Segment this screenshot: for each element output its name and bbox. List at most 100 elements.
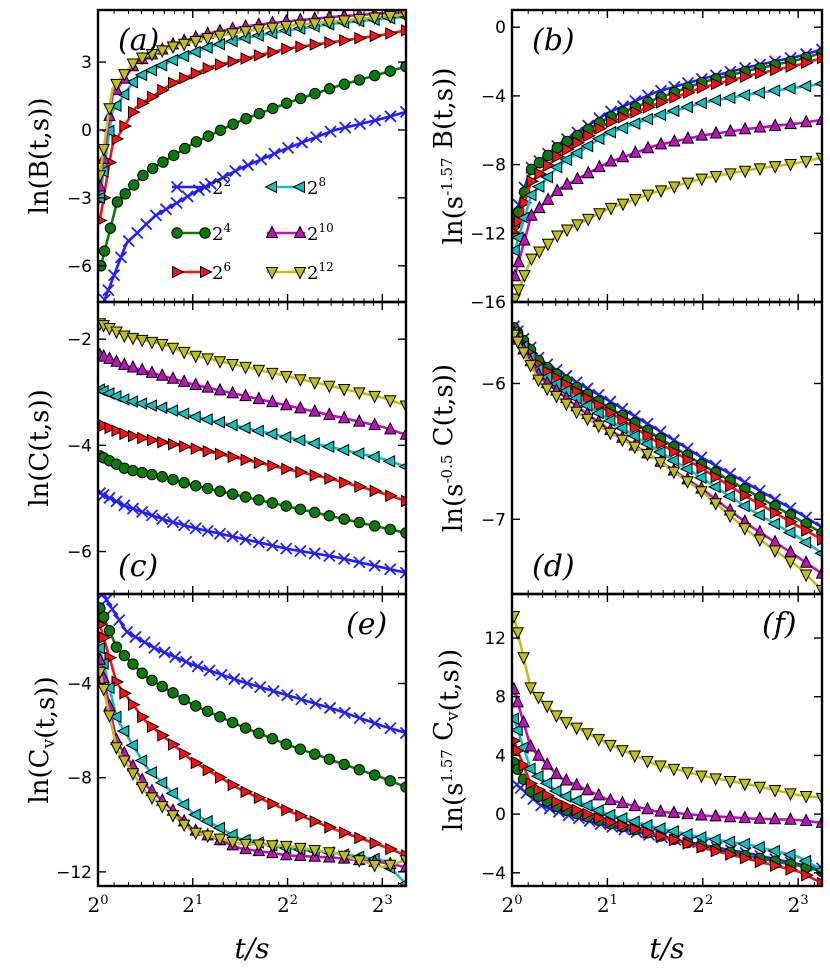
data-point	[641, 448, 654, 462]
data-point	[383, 421, 397, 435]
series-2-10	[512, 112, 822, 282]
series-2-6	[98, 419, 406, 508]
data-point	[337, 384, 351, 397]
data-point	[254, 680, 267, 694]
series-line	[513, 51, 822, 226]
plot-area-f	[512, 611, 822, 886]
data-point	[280, 500, 292, 512]
legend-marker	[199, 227, 211, 239]
data-point	[239, 533, 252, 546]
data-point	[145, 336, 159, 350]
data-point	[339, 121, 352, 134]
data-point	[266, 367, 279, 381]
data-point	[784, 788, 797, 801]
data-point	[214, 447, 228, 461]
data-point	[214, 485, 226, 497]
data-point	[118, 69, 131, 82]
x-tick-label: 21	[182, 893, 203, 917]
data-point	[252, 24, 266, 37]
data-point	[533, 200, 546, 214]
data-point	[308, 845, 322, 858]
series-2-8	[98, 383, 406, 471]
data-point	[693, 830, 707, 844]
data-point	[309, 506, 321, 519]
data-point	[159, 203, 173, 216]
data-point	[353, 763, 366, 776]
data-point	[512, 244, 520, 257]
data-point	[127, 464, 139, 477]
data-point	[768, 118, 782, 131]
data-point	[202, 763, 216, 777]
data-point	[523, 188, 537, 202]
data-point	[642, 429, 656, 443]
x-tick-label: 23	[788, 893, 809, 917]
data-point	[628, 441, 642, 455]
y-axis-label-c: ln(C(t,s))	[25, 389, 55, 507]
data-point	[353, 516, 366, 529]
data-point	[229, 164, 242, 178]
data-point	[147, 162, 159, 175]
data-point	[579, 399, 593, 412]
data-point	[201, 353, 214, 367]
data-point	[799, 555, 813, 568]
data-point	[723, 775, 737, 789]
data-point	[740, 70, 753, 83]
data-point	[725, 74, 739, 87]
data-point	[767, 517, 781, 531]
y-axis-e: −12 −8 −4	[56, 674, 406, 883]
y-axis-a: −6 −3 0 3	[67, 53, 406, 277]
data-point	[266, 539, 279, 552]
data-point	[254, 153, 268, 166]
data-point	[615, 121, 629, 135]
y-tick-label: 0	[81, 121, 92, 141]
data-point	[127, 698, 141, 711]
data-point	[724, 123, 737, 137]
data-point	[104, 421, 118, 435]
data-point	[309, 87, 321, 100]
data-point	[179, 747, 192, 761]
data-point	[103, 351, 116, 364]
data-point	[616, 198, 630, 212]
data-point	[385, 27, 398, 40]
data-point	[178, 477, 190, 489]
data-point	[681, 767, 694, 780]
plot-area-b	[512, 43, 822, 302]
y-tick-label: 8	[495, 688, 506, 708]
data-point	[681, 476, 694, 489]
axes-frame	[96, 592, 408, 888]
data-point	[125, 75, 138, 89]
data-point	[798, 79, 812, 93]
data-point	[323, 549, 336, 563]
data-point	[594, 122, 608, 135]
legend-entry-2-12: 212	[265, 260, 334, 284]
data-point	[241, 158, 255, 172]
data-point	[166, 515, 180, 529]
legend-marker	[171, 227, 183, 239]
data-point	[309, 469, 323, 482]
data-point	[801, 524, 814, 537]
panel-e: 20 21 22 23 −12 −8 −4 ln(Cv(t,s)) t/s (e)	[25, 592, 408, 965]
data-point	[525, 208, 538, 221]
legend-marker	[172, 265, 185, 279]
data-point	[583, 129, 596, 143]
data-point	[267, 459, 281, 473]
data-point	[708, 94, 721, 107]
panel-a: −6 −3 0 3 ln(B(t,s)) (a)	[25, 8, 408, 304]
y-tick-label: −2	[67, 330, 92, 350]
data-point	[145, 509, 159, 522]
data-point	[127, 105, 141, 119]
data-point	[752, 508, 765, 522]
data-point	[126, 768, 140, 781]
data-point	[189, 522, 202, 535]
data-point	[570, 777, 583, 791]
data-point	[569, 146, 583, 160]
data-point	[128, 179, 140, 191]
x-axis-e: 20 21 22 23	[87, 594, 399, 917]
data-point	[767, 844, 781, 858]
data-point	[593, 208, 606, 221]
data-point	[767, 84, 781, 97]
data-point	[190, 756, 204, 770]
data-point	[170, 196, 183, 210]
data-point	[550, 230, 564, 244]
data-point	[384, 563, 397, 576]
